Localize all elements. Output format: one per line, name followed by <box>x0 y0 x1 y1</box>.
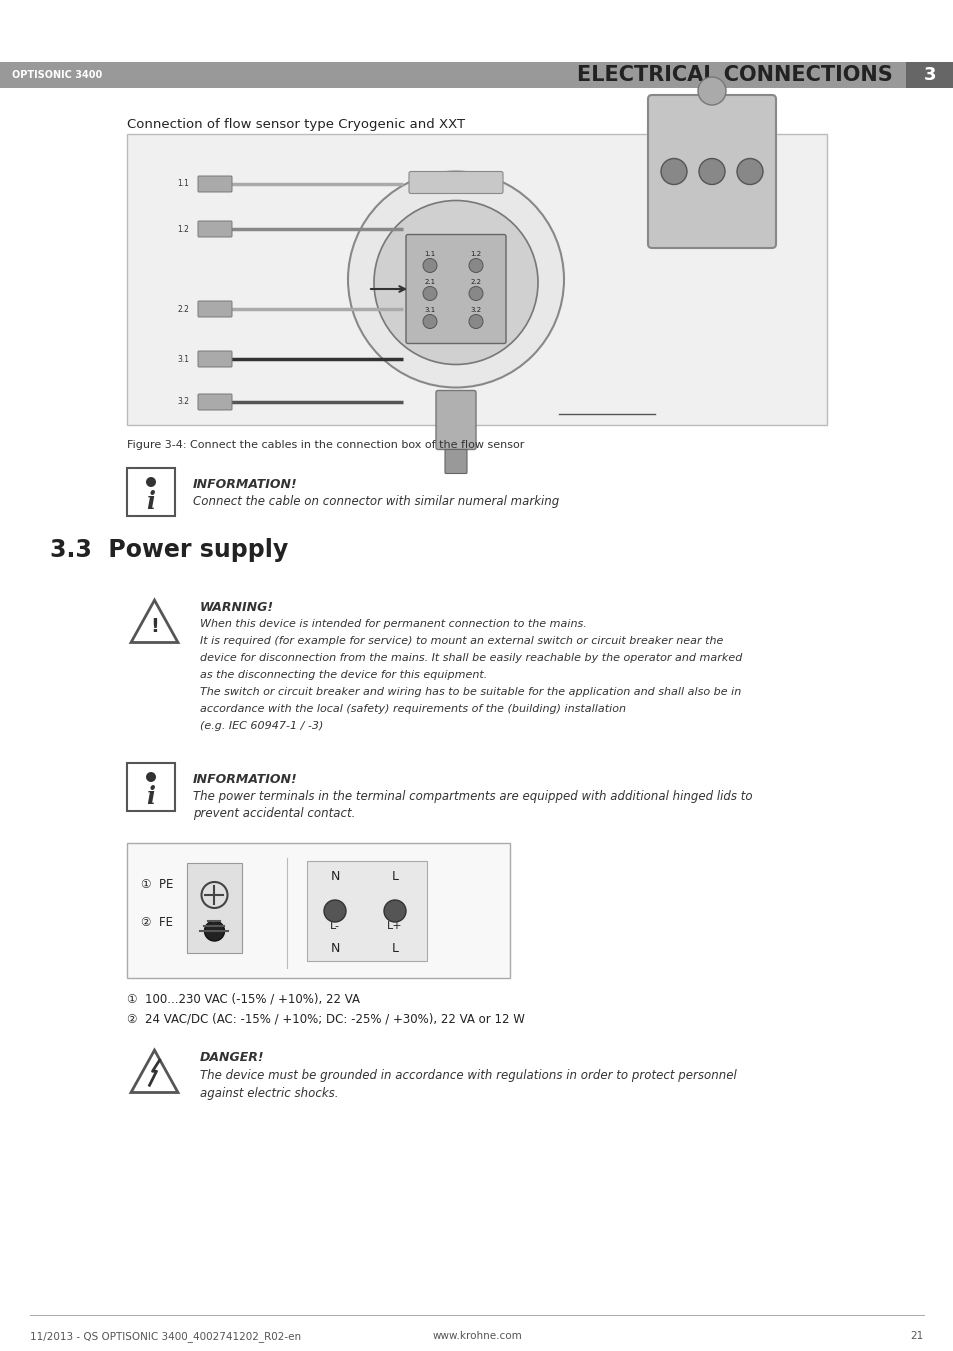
Text: i: i <box>147 490 155 513</box>
Text: ②  FE: ② FE <box>141 916 172 929</box>
Text: accordance with the local (safety) requirements of the (building) installation: accordance with the local (safety) requi… <box>200 704 625 713</box>
Text: N: N <box>330 943 339 955</box>
Circle shape <box>348 172 563 388</box>
Text: 1.2: 1.2 <box>177 224 189 234</box>
Text: Connection of flow sensor type Cryogenic and XXT: Connection of flow sensor type Cryogenic… <box>127 118 465 131</box>
FancyBboxPatch shape <box>406 235 505 343</box>
Text: The switch or circuit breaker and wiring has to be suitable for the application : The switch or circuit breaker and wiring… <box>200 688 740 697</box>
Circle shape <box>660 158 686 185</box>
Text: against electric shocks.: against electric shocks. <box>200 1088 338 1100</box>
Text: ①  100...230 VAC (-15% / +10%), 22 VA: ① 100...230 VAC (-15% / +10%), 22 VA <box>127 993 359 1006</box>
Bar <box>127 843 510 978</box>
FancyBboxPatch shape <box>198 176 232 192</box>
Circle shape <box>469 286 482 300</box>
Text: 3.2: 3.2 <box>177 397 189 407</box>
Text: ELECTRICAL CONNECTIONS: ELECTRICAL CONNECTIONS <box>577 65 892 85</box>
Text: 2.2: 2.2 <box>177 304 189 313</box>
Text: 3.1: 3.1 <box>424 307 436 312</box>
Polygon shape <box>131 600 178 643</box>
Text: as the disconnecting the device for this equipment.: as the disconnecting the device for this… <box>200 670 487 680</box>
FancyBboxPatch shape <box>647 95 775 249</box>
Text: L-: L- <box>330 921 339 931</box>
FancyBboxPatch shape <box>198 222 232 236</box>
Text: When this device is intended for permanent connection to the mains.: When this device is intended for permane… <box>200 619 586 630</box>
Text: 1.2: 1.2 <box>470 250 481 257</box>
Text: 2.1: 2.1 <box>424 278 436 285</box>
Bar <box>307 861 427 961</box>
Circle shape <box>146 477 156 486</box>
Circle shape <box>374 200 537 365</box>
Bar <box>187 863 242 952</box>
Text: ①  PE: ① PE <box>141 878 173 892</box>
Text: The power terminals in the terminal compartments are equipped with additional hi: The power terminals in the terminal comp… <box>193 790 752 802</box>
Circle shape <box>698 77 725 105</box>
Text: 2.2: 2.2 <box>470 278 481 285</box>
FancyBboxPatch shape <box>198 351 232 367</box>
Bar <box>127 763 174 811</box>
Text: 3.3  Power supply: 3.3 Power supply <box>50 538 288 562</box>
Text: 3.2: 3.2 <box>470 307 481 312</box>
Circle shape <box>146 771 156 782</box>
Text: It is required (for example for service) to mount an external switch or circuit : It is required (for example for service)… <box>200 636 722 646</box>
FancyBboxPatch shape <box>905 62 953 88</box>
Polygon shape <box>131 1050 178 1093</box>
Text: (e.g. IEC 60947-1 / -3): (e.g. IEC 60947-1 / -3) <box>200 721 323 731</box>
Circle shape <box>422 258 436 273</box>
Text: 3.1: 3.1 <box>177 354 189 363</box>
Text: INFORMATION!: INFORMATION! <box>193 773 297 786</box>
Text: 1.1: 1.1 <box>424 250 436 257</box>
Text: ②  24 VAC/DC (AC: -15% / +10%; DC: -25% / +30%), 22 VA or 12 W: ② 24 VAC/DC (AC: -15% / +10%; DC: -25% /… <box>127 1013 524 1025</box>
FancyBboxPatch shape <box>0 62 953 88</box>
Text: 1.1: 1.1 <box>177 180 189 189</box>
FancyBboxPatch shape <box>444 450 467 473</box>
Text: INFORMATION!: INFORMATION! <box>193 478 297 490</box>
Text: L: L <box>391 943 398 955</box>
Text: prevent accidental contact.: prevent accidental contact. <box>193 807 355 820</box>
Text: 11/2013 - QS OPTISONIC 3400_4002741202_R02-en: 11/2013 - QS OPTISONIC 3400_4002741202_R… <box>30 1331 301 1342</box>
Text: L+: L+ <box>387 921 402 931</box>
Text: Connect the cable on connector with similar numeral marking: Connect the cable on connector with simi… <box>193 494 558 508</box>
Text: i: i <box>147 785 155 809</box>
Text: !: ! <box>150 616 159 635</box>
Text: 21: 21 <box>910 1331 923 1342</box>
Circle shape <box>422 286 436 300</box>
Circle shape <box>737 158 762 185</box>
Circle shape <box>384 900 406 921</box>
Circle shape <box>204 921 224 942</box>
Circle shape <box>422 315 436 328</box>
Text: DANGER!: DANGER! <box>200 1051 264 1065</box>
Circle shape <box>324 900 346 921</box>
Text: OPTISONIC 3400: OPTISONIC 3400 <box>12 70 102 80</box>
FancyBboxPatch shape <box>409 172 502 193</box>
Text: WARNING!: WARNING! <box>200 601 274 613</box>
Text: www.krohne.com: www.krohne.com <box>432 1331 521 1342</box>
Circle shape <box>699 158 724 185</box>
Text: L: L <box>391 870 398 882</box>
FancyBboxPatch shape <box>198 301 232 317</box>
Text: 3: 3 <box>923 66 935 84</box>
Bar <box>127 467 174 516</box>
Circle shape <box>469 258 482 273</box>
Text: The device must be grounded in accordance with regulations in order to protect p: The device must be grounded in accordanc… <box>200 1069 736 1082</box>
FancyBboxPatch shape <box>436 390 476 450</box>
Bar <box>127 134 826 426</box>
FancyBboxPatch shape <box>198 394 232 409</box>
Text: Figure 3-4: Connect the cables in the connection box of the flow sensor: Figure 3-4: Connect the cables in the co… <box>127 440 524 450</box>
Text: N: N <box>330 870 339 882</box>
Text: device for disconnection from the mains. It shall be easily reachable by the ope: device for disconnection from the mains.… <box>200 653 741 663</box>
Circle shape <box>469 315 482 328</box>
